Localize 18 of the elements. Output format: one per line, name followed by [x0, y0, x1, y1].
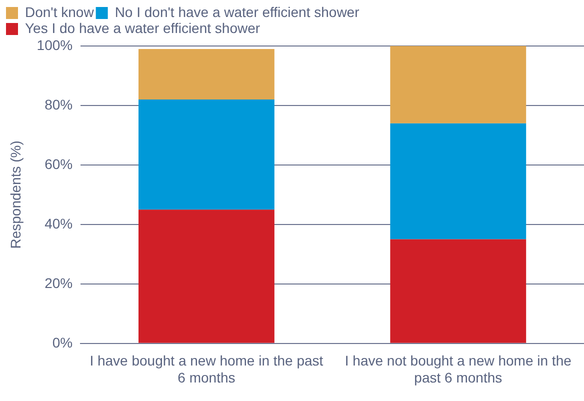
y-tick-label: 20%: [44, 274, 73, 291]
y-axis-title: Respondents (%): [7, 140, 24, 249]
y-tick-label: 80%: [44, 96, 73, 112]
x-tick-label: I have not bought a new home in the past 6 months: [344, 352, 572, 386]
y-tick-label: 60%: [44, 156, 73, 172]
legend-label: Yes I do have a water efficient shower: [25, 20, 260, 36]
bar: [138, 100, 274, 210]
bar: [390, 123, 526, 240]
legend-label: No I don't have a water efficient shower: [114, 4, 360, 20]
bar: [138, 48, 274, 100]
bar: [390, 239, 526, 343]
y-tick-label: 0%: [52, 334, 73, 350]
bar: [138, 210, 274, 343]
legend-label: Don't know: [25, 4, 95, 20]
bar: [390, 46, 526, 124]
x-tick-label: I have bought a new home in the past 6 months: [90, 352, 324, 386]
y-tick-label: 40%: [44, 215, 73, 232]
y-tick-label: 100%: [36, 36, 73, 53]
